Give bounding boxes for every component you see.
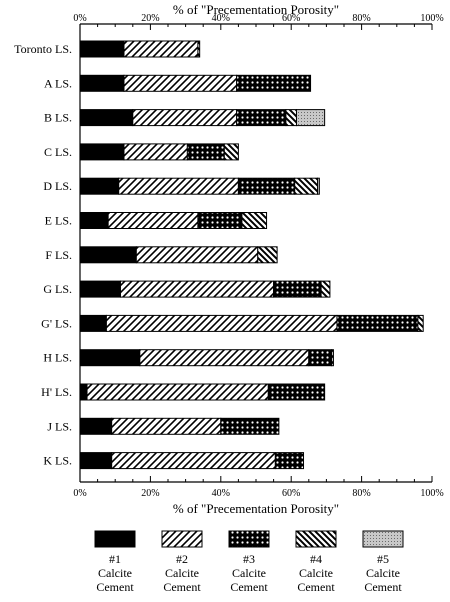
bar-segment xyxy=(223,143,239,161)
bar-segment xyxy=(79,143,125,161)
legend-swatch xyxy=(295,530,337,548)
bar-segment xyxy=(79,177,120,195)
bar-segment xyxy=(79,246,137,264)
bar-segment xyxy=(320,280,331,298)
bar-segment xyxy=(336,314,419,332)
top-axis-title: % of "Precementation Porosity" xyxy=(173,2,339,17)
bar-segment xyxy=(237,177,296,195)
legend-swatch xyxy=(228,530,270,548)
legend-label-line2: Cement xyxy=(297,580,335,594)
bar-segment xyxy=(285,109,297,127)
bar-segment xyxy=(139,349,310,367)
bar-segment xyxy=(132,109,238,127)
bar-segment xyxy=(294,177,319,195)
bar-segment xyxy=(79,349,141,367)
bar-segment xyxy=(79,109,134,127)
bar-segment xyxy=(267,383,326,401)
bottom-tick-label: 80% xyxy=(352,488,370,499)
bar-segment xyxy=(105,314,338,332)
bar-segment xyxy=(417,314,424,332)
category-label: K LS. xyxy=(43,454,72,468)
legend-label-line1: Calcite xyxy=(165,566,199,580)
legend-number: #2 xyxy=(176,552,188,566)
top-tick-label: 80% xyxy=(352,13,370,24)
bar-segment xyxy=(79,280,121,298)
category-label: G' LS. xyxy=(41,316,72,330)
bar-segment xyxy=(331,349,334,367)
legend-number: #3 xyxy=(243,552,255,566)
legend-number: #1 xyxy=(109,552,121,566)
bar-segment xyxy=(273,280,322,298)
category-label: C LS. xyxy=(44,145,72,159)
bar-segment xyxy=(123,40,199,58)
bar-segment xyxy=(317,177,320,195)
bar-segment xyxy=(236,74,312,92)
legend-label-line1: Calcite xyxy=(366,566,400,580)
bar-segment xyxy=(308,349,333,367)
bar-segment xyxy=(220,417,280,435)
bar-segment xyxy=(241,212,268,229)
legend-swatch xyxy=(362,530,404,548)
bottom-tick-label: 20% xyxy=(141,488,159,499)
top-tick-label: 0% xyxy=(73,13,86,24)
top-tick-label: 100% xyxy=(420,13,443,24)
bottom-tick-label: 0% xyxy=(73,488,86,499)
category-label: D LS. xyxy=(43,179,72,193)
bar-segment xyxy=(186,143,225,161)
bar-segment xyxy=(86,383,269,401)
category-label: A LS. xyxy=(44,76,72,90)
bottom-tick-label: 40% xyxy=(212,488,230,499)
bar-segment xyxy=(119,280,275,298)
top-tick-label: 60% xyxy=(282,13,300,24)
legend-label-line1: Calcite xyxy=(98,566,132,580)
bar-segment xyxy=(111,417,222,435)
bar-segment xyxy=(79,452,113,470)
bar-segment xyxy=(257,246,278,264)
bottom-tick-label: 60% xyxy=(282,488,300,499)
bar-segment xyxy=(274,452,305,470)
top-tick-label: 20% xyxy=(141,13,159,24)
legend-label-line2: Cement xyxy=(230,580,268,594)
legend-label-line2: Cement xyxy=(96,580,134,594)
bottom-tick-label: 100% xyxy=(420,488,443,499)
bar-segment xyxy=(123,143,188,161)
bar-segment xyxy=(118,177,239,195)
bar-segment xyxy=(197,212,243,229)
category-label: B LS. xyxy=(44,111,72,125)
legend-swatch xyxy=(94,530,136,548)
bar-segment xyxy=(236,109,287,127)
top-tick-label: 40% xyxy=(212,13,230,24)
bar-segment xyxy=(79,74,125,92)
bar-segment xyxy=(123,74,238,92)
bar-segment xyxy=(197,40,201,58)
legend-swatch xyxy=(161,530,203,548)
bottom-axis-title: % of "Precementation Porosity" xyxy=(173,501,339,516)
legend-number: #4 xyxy=(310,552,322,566)
category-label: Toronto LS. xyxy=(14,42,72,56)
legend-label-line2: Cement xyxy=(364,580,402,594)
category-label: H LS. xyxy=(43,351,72,365)
bar-segment xyxy=(79,383,88,401)
category-label: E LS. xyxy=(45,214,72,228)
legend-label-line1: Calcite xyxy=(299,566,333,580)
category-label: H' LS. xyxy=(41,385,72,399)
bar-segment xyxy=(135,246,259,264)
legend-label-line2: Cement xyxy=(163,580,201,594)
bar-segment xyxy=(79,40,125,58)
bar-segment xyxy=(107,212,199,229)
bar-segment xyxy=(111,452,276,470)
bar-segment xyxy=(79,314,107,332)
legend-number: #5 xyxy=(377,552,389,566)
category-label: J LS. xyxy=(47,419,72,433)
bar-segment xyxy=(79,212,109,229)
category-label: G LS. xyxy=(43,282,72,296)
category-label: F LS. xyxy=(45,248,72,262)
legend-label-line1: Calcite xyxy=(232,566,266,580)
bar-segment xyxy=(79,417,113,435)
bar-segment xyxy=(295,109,326,127)
